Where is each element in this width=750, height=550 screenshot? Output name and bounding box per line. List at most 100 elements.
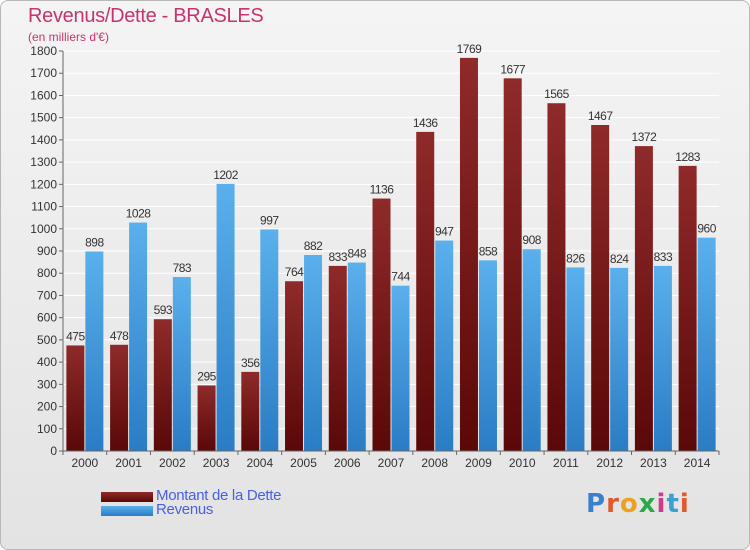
label-layer: 0 100 200 300 400 500 600 700 800 900 1000 1100 1200… [30, 42, 717, 470]
data-label-revenus: 826 [566, 251, 585, 265]
y-tick-label: 1100 [31, 200, 57, 214]
bar-revenus [610, 267, 629, 451]
x-tick-label: 2003 [203, 456, 230, 470]
data-label-revenus: 960 [697, 222, 716, 236]
bar-dette [66, 345, 85, 451]
x-tick-label: 2009 [465, 456, 492, 470]
x-tick-label: 2005 [290, 456, 317, 470]
bar-revenus [478, 260, 497, 451]
bar-dette [416, 131, 435, 451]
bar-dette [459, 57, 478, 452]
bar-revenus [347, 262, 366, 451]
data-label-dette: 833 [329, 250, 348, 264]
data-label-dette: 1283 [675, 150, 701, 164]
bar-dette [503, 78, 522, 451]
bar-revenus [522, 249, 541, 451]
y-tick-label: 500 [37, 333, 57, 347]
y-tick-label: 900 [37, 244, 57, 258]
y-tick-label: 1300 [30, 155, 57, 169]
y-tick-label: 800 [37, 266, 57, 280]
bar-layer [66, 57, 716, 452]
x-tick-label: 2008 [421, 456, 448, 470]
x-tick-label: 2006 [334, 456, 361, 470]
data-label-revenus: 744 [391, 270, 410, 284]
data-label-dette: 478 [110, 329, 129, 343]
bar-revenus [697, 237, 716, 451]
chart-subtitle: (en milliers d'€) [28, 30, 109, 44]
bar-dette [110, 344, 129, 451]
bar-revenus [85, 251, 104, 451]
bar-revenus [129, 222, 148, 451]
bar-revenus [216, 183, 235, 451]
x-tick-label: 2014 [684, 456, 711, 470]
bar-dette [241, 371, 260, 451]
y-tick-label: 1000 [30, 222, 57, 236]
y-tick-label: 1700 [30, 66, 57, 80]
axis-layer [59, 50, 720, 455]
proxiti-logo: Proxiti [586, 489, 690, 519]
bar-dette [328, 265, 347, 451]
legend-label-revenus: Revenus [156, 501, 214, 518]
data-label-dette: 475 [66, 329, 85, 343]
data-label-revenus: 1028 [126, 207, 152, 221]
y-tick-label: 0 [50, 444, 57, 458]
legend-swatch-revenus [101, 506, 153, 516]
y-tick-label: 300 [37, 377, 57, 391]
y-tick-label: 1800 [30, 44, 57, 58]
x-tick-label: 2007 [378, 456, 405, 470]
legend-label-dette: Montant de la Dette [156, 487, 282, 504]
data-label-revenus: 947 [435, 225, 454, 239]
bar-revenus [304, 255, 323, 451]
data-label-dette: 1467 [588, 109, 614, 123]
data-label-dette: 1769 [457, 42, 483, 56]
bar-dette [678, 165, 697, 451]
data-label-revenus: 908 [522, 233, 541, 247]
y-tick-label: 1400 [30, 133, 57, 147]
data-label-dette: 1565 [544, 87, 570, 101]
y-tick-label: 1500 [30, 111, 57, 125]
y-tick-label: 600 [37, 311, 57, 325]
x-tick-label: 2013 [640, 456, 667, 470]
bar-dette [634, 146, 653, 451]
x-tick-label: 2004 [246, 456, 273, 470]
data-label-dette: 1436 [413, 116, 439, 130]
y-tick-label: 700 [37, 288, 57, 302]
bar-revenus [566, 267, 585, 451]
x-tick-label: 2002 [159, 456, 186, 470]
data-label-dette: 1136 [370, 183, 395, 197]
bar-revenus [172, 277, 191, 451]
y-tick-label: 100 [37, 422, 57, 436]
data-label-revenus: 783 [173, 261, 192, 275]
bar-dette [547, 103, 566, 451]
x-tick-label: 2010 [509, 456, 536, 470]
x-tick-label: 2012 [596, 456, 623, 470]
data-label-dette: 356 [241, 356, 260, 370]
y-tick-label: 400 [37, 355, 57, 369]
bar-dette [197, 385, 216, 451]
grid-layer [63, 50, 719, 452]
data-label-dette: 295 [197, 369, 216, 383]
x-tick-label: 2011 [553, 456, 579, 470]
data-label-dette: 593 [154, 303, 173, 317]
legend-swatch-dette [101, 492, 153, 502]
bar-revenus [653, 265, 672, 451]
data-label-revenus: 858 [479, 244, 498, 258]
bar-dette [591, 125, 610, 451]
y-tick-label: 200 [37, 400, 57, 414]
data-label-revenus: 882 [304, 239, 323, 253]
data-label-dette: 764 [285, 265, 304, 279]
bar-dette [285, 281, 304, 451]
data-label-revenus: 1202 [213, 168, 239, 182]
chart-title: Revenus/Dette - BRASLES [28, 5, 264, 27]
data-label-revenus: 997 [260, 213, 279, 227]
x-tick-label: 2000 [72, 456, 99, 470]
data-label-revenus: 898 [85, 235, 104, 249]
data-label-revenus: 848 [348, 247, 367, 261]
y-tick-label: 1600 [30, 88, 57, 102]
bar-revenus [391, 285, 410, 451]
data-label-dette: 1372 [632, 130, 658, 144]
x-tick-label: 2001 [115, 456, 142, 470]
bar-dette [153, 319, 172, 451]
bar-revenus [435, 240, 454, 451]
